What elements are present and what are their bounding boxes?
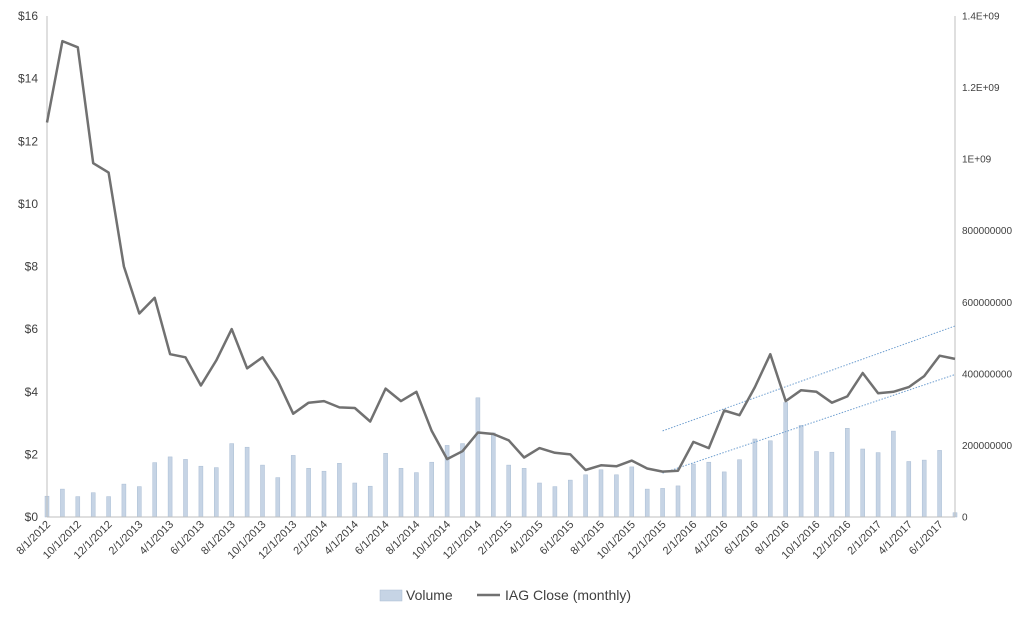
volume-bar — [814, 451, 819, 518]
volume-bar — [891, 430, 896, 518]
volume-bar — [706, 461, 712, 518]
volume-bar — [768, 440, 773, 518]
left-tick-label: $0 — [25, 510, 39, 524]
x-tick-label: 6/1/2017 — [907, 519, 946, 558]
volume-bar — [460, 443, 465, 518]
volume-bar — [290, 455, 296, 518]
volume-bar — [337, 463, 342, 518]
left-tick-label: $8 — [25, 260, 39, 274]
trendlines — [662, 325, 956, 474]
volume-bars — [44, 397, 958, 518]
volume-bar — [275, 477, 281, 518]
volume-bar — [660, 488, 665, 518]
volume-bar — [583, 474, 588, 518]
volume-bar — [75, 496, 81, 518]
volume-bar — [937, 450, 942, 518]
volume-bar — [752, 438, 758, 518]
right-tick-label: 0 — [962, 513, 968, 524]
volume-bar — [491, 432, 496, 518]
volume-bar — [552, 486, 558, 518]
right-tick-label: 800000000 — [962, 226, 1012, 237]
volume-bar — [521, 468, 527, 518]
volume-bar — [798, 425, 804, 518]
volume-bar — [167, 456, 173, 518]
volume-bar — [244, 446, 250, 518]
right-tick-label: 600000000 — [962, 298, 1012, 309]
left-tick-label: $6 — [25, 322, 39, 336]
volume-bar — [106, 496, 111, 518]
volume-bar — [229, 443, 234, 518]
volume-bar — [921, 459, 927, 518]
volume-bar — [414, 472, 419, 518]
volume-bar — [60, 488, 65, 518]
volume-bar — [860, 448, 865, 518]
left-tick-label: $4 — [25, 385, 39, 399]
volume-bar — [214, 467, 219, 518]
iag-close-line — [45, 39, 956, 473]
volume-bar — [598, 469, 604, 518]
axes — [46, 16, 956, 518]
volume-bar — [183, 459, 188, 518]
volume-bar — [383, 453, 388, 518]
volume-bar — [568, 479, 573, 518]
left-axis-ticks: $0 $2 $4 $6 $8 $10 $12 $14 $16 — [18, 9, 38, 524]
volume-bar — [260, 464, 265, 518]
trendline — [662, 374, 956, 474]
right-tick-label: 400000000 — [962, 369, 1012, 380]
left-tick-label: $14 — [18, 72, 38, 86]
volume-bar — [737, 459, 742, 518]
legend-volume-label: Volume — [406, 587, 453, 603]
left-tick-label: $2 — [25, 447, 39, 461]
x-axis-ticks: 8/1/201210/1/201212/1/20122/1/20134/1/20… — [14, 519, 945, 562]
volume-bar — [629, 466, 635, 518]
volume-bar — [137, 486, 142, 518]
volume-bar — [845, 428, 850, 518]
volume-bar — [306, 468, 311, 518]
volume-bar — [906, 461, 912, 518]
volume-bar — [875, 452, 881, 518]
right-tick-label: 1.4E+09 — [962, 12, 1000, 23]
right-axis-ticks: 0 200000000 400000000 600000000 800000000 1E+… — [962, 12, 1012, 524]
volume-bar — [198, 465, 204, 518]
left-tick-label: $12 — [18, 134, 38, 148]
volume-bar — [475, 397, 481, 518]
volume-bar — [644, 488, 650, 518]
left-tick-label: $10 — [18, 197, 38, 211]
legend-close-label: IAG Close (monthly) — [505, 587, 631, 603]
volume-bar — [783, 402, 788, 518]
close-line-group — [45, 39, 956, 473]
volume-bar — [721, 471, 727, 518]
legend: Volume IAG Close (monthly) — [379, 587, 631, 603]
volume-bar — [90, 492, 96, 518]
volume-bar — [506, 464, 511, 518]
volume-bar — [614, 474, 619, 518]
volume-bar — [367, 485, 373, 518]
volume-bar — [152, 462, 157, 518]
volume-bar — [429, 461, 434, 518]
volume-bar — [352, 482, 358, 518]
right-tick-label: 1E+09 — [962, 155, 992, 166]
volume-bar — [121, 483, 127, 518]
volume-bar — [537, 482, 542, 518]
legend-volume-swatch — [379, 589, 403, 602]
volume-bar — [691, 463, 696, 518]
volume-bar — [675, 485, 681, 518]
trendline — [662, 325, 956, 432]
left-tick-label: $16 — [18, 9, 38, 23]
right-tick-label: 1.2E+09 — [962, 83, 1000, 94]
volume-bar — [398, 468, 404, 518]
right-tick-label: 200000000 — [962, 441, 1012, 452]
volume-bar — [829, 451, 835, 518]
volume-bar — [321, 470, 327, 518]
